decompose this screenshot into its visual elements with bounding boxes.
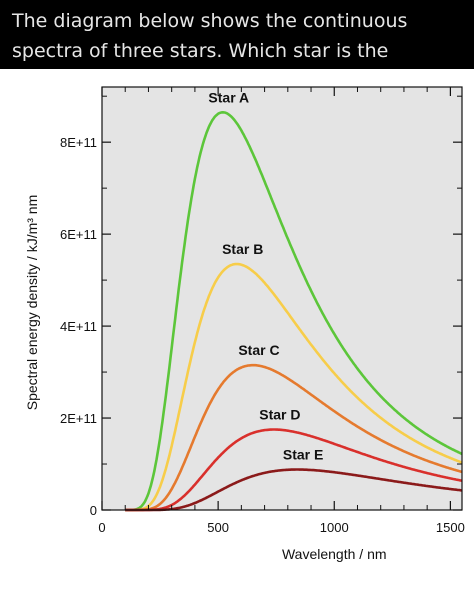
- y-tick-label: 4E+11: [60, 319, 97, 334]
- y-tick-label: 8E+11: [60, 135, 97, 150]
- series-line-3: [125, 363, 463, 512]
- x-tick-label: 1500: [436, 520, 465, 535]
- y-tick-label: 2E+11: [60, 411, 97, 426]
- series-label-4: Star D: [259, 407, 300, 423]
- x-tick-label: 1000: [320, 520, 349, 535]
- series-label-3: Star C: [238, 342, 279, 358]
- spectra-chart: 0 500 1000 1500 0 2E+11 4E+11 6E+11 8E+11 Star A…: [24, 86, 465, 562]
- series-label-2: Star B: [222, 241, 263, 257]
- plot-frame: [101, 86, 463, 511]
- x-tick-label: 0: [98, 520, 105, 535]
- y-axis-title: Spectral energy density / kJ/m³ nm: [24, 195, 40, 411]
- plot-area: [102, 87, 462, 510]
- series-line-2: [125, 262, 463, 512]
- series-label-1: Star A: [208, 89, 249, 105]
- series-line-5: [125, 468, 463, 512]
- x-axis-title: Wavelength / nm: [282, 546, 387, 562]
- y-tick-label: 0: [90, 503, 97, 518]
- spectra-figure: 0 500 1000 1500 0 2E+11 4E+11 6E+11 8E+11 Star A…: [0, 69, 474, 589]
- series-line-4: [125, 428, 463, 512]
- x-tick-label: 500: [207, 520, 229, 535]
- series-label-5: Star E: [283, 447, 323, 463]
- y-tick-label: 6E+11: [60, 227, 97, 242]
- series-line-1: [125, 111, 463, 512]
